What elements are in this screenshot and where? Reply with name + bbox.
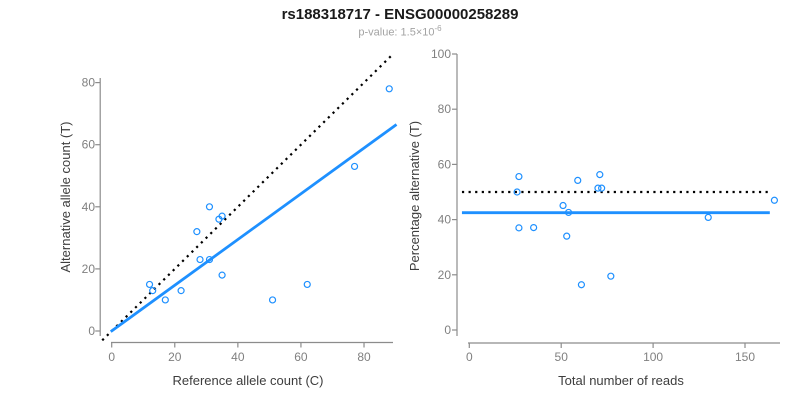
x-tick-label: 100 bbox=[643, 350, 663, 364]
data-point bbox=[515, 224, 523, 232]
data-point bbox=[145, 280, 154, 289]
x-tick-label: 40 bbox=[231, 350, 245, 364]
data-point bbox=[177, 287, 185, 295]
identity-line bbox=[101, 55, 392, 342]
data-point bbox=[196, 255, 204, 264]
data-point bbox=[268, 296, 277, 304]
x-tick-label: 80 bbox=[357, 350, 371, 364]
data-point bbox=[303, 280, 311, 289]
x-tick-label: 0 bbox=[108, 350, 115, 364]
x-axis-title: Total number of reads bbox=[558, 373, 684, 388]
data-point bbox=[385, 85, 393, 93]
data-point bbox=[563, 232, 571, 240]
left-panel: 0 20 40 60 80 0 20 40 60 80 Reference allele count… bbox=[58, 55, 398, 388]
x-axis-title: Reference allele count (C) bbox=[172, 373, 323, 388]
y-tick-label: 20 bbox=[82, 262, 96, 276]
data-point bbox=[218, 271, 226, 279]
data-point bbox=[193, 228, 201, 236]
data-point bbox=[161, 296, 169, 304]
data-point bbox=[515, 172, 523, 181]
y-axis-title: Percentage alternative (T) bbox=[407, 121, 422, 271]
y-tick-label: 80 bbox=[82, 76, 96, 90]
data-point bbox=[530, 224, 538, 232]
x-tick-label: 0 bbox=[466, 350, 473, 364]
pvalue-text: p-value: 1.5×10 bbox=[358, 26, 435, 39]
data-point bbox=[205, 203, 214, 211]
x-tick-label: 20 bbox=[168, 350, 182, 364]
data-point bbox=[574, 176, 582, 185]
regression-line bbox=[109, 123, 398, 333]
y-tick-label: 40 bbox=[82, 200, 96, 214]
y-tick-label: 0 bbox=[88, 324, 95, 338]
pvalue-exponent: -6 bbox=[434, 24, 442, 33]
x-tick-label: 60 bbox=[294, 350, 308, 364]
data-point bbox=[704, 213, 712, 221]
data-point bbox=[594, 184, 602, 192]
data-point bbox=[564, 208, 573, 217]
y-tick-label: 0 bbox=[444, 323, 451, 337]
data-point bbox=[770, 196, 779, 204]
y-tick-label: 20 bbox=[438, 268, 452, 282]
plot-subtitle: p-value: 1.5×10-6 bbox=[0, 24, 800, 39]
y-tick-label: 80 bbox=[438, 102, 452, 116]
y-tick-label: 100 bbox=[431, 47, 451, 61]
x-tick-label: 150 bbox=[735, 350, 755, 364]
x-tick-label: 50 bbox=[555, 350, 569, 364]
data-point bbox=[596, 171, 604, 179]
y-tick-label: 60 bbox=[82, 138, 96, 152]
data-point bbox=[577, 281, 586, 289]
data-point bbox=[513, 188, 521, 196]
right-panel: 0 50 100 150 0 20 40 60 80 100 Total number of rea… bbox=[407, 47, 780, 388]
data-point bbox=[350, 162, 359, 171]
data-point bbox=[149, 287, 157, 295]
y-axis-title: Alternative allele count (T) bbox=[58, 121, 73, 272]
y-tick-label: 60 bbox=[438, 157, 452, 171]
plot-title: rs188318717 - ENSG00000258289 bbox=[281, 6, 519, 23]
data-point bbox=[205, 255, 214, 264]
data-point bbox=[218, 212, 226, 220]
data-point bbox=[559, 201, 567, 210]
y-tick-label: 40 bbox=[438, 213, 452, 227]
data-point bbox=[607, 272, 615, 280]
data-point bbox=[598, 184, 606, 192]
